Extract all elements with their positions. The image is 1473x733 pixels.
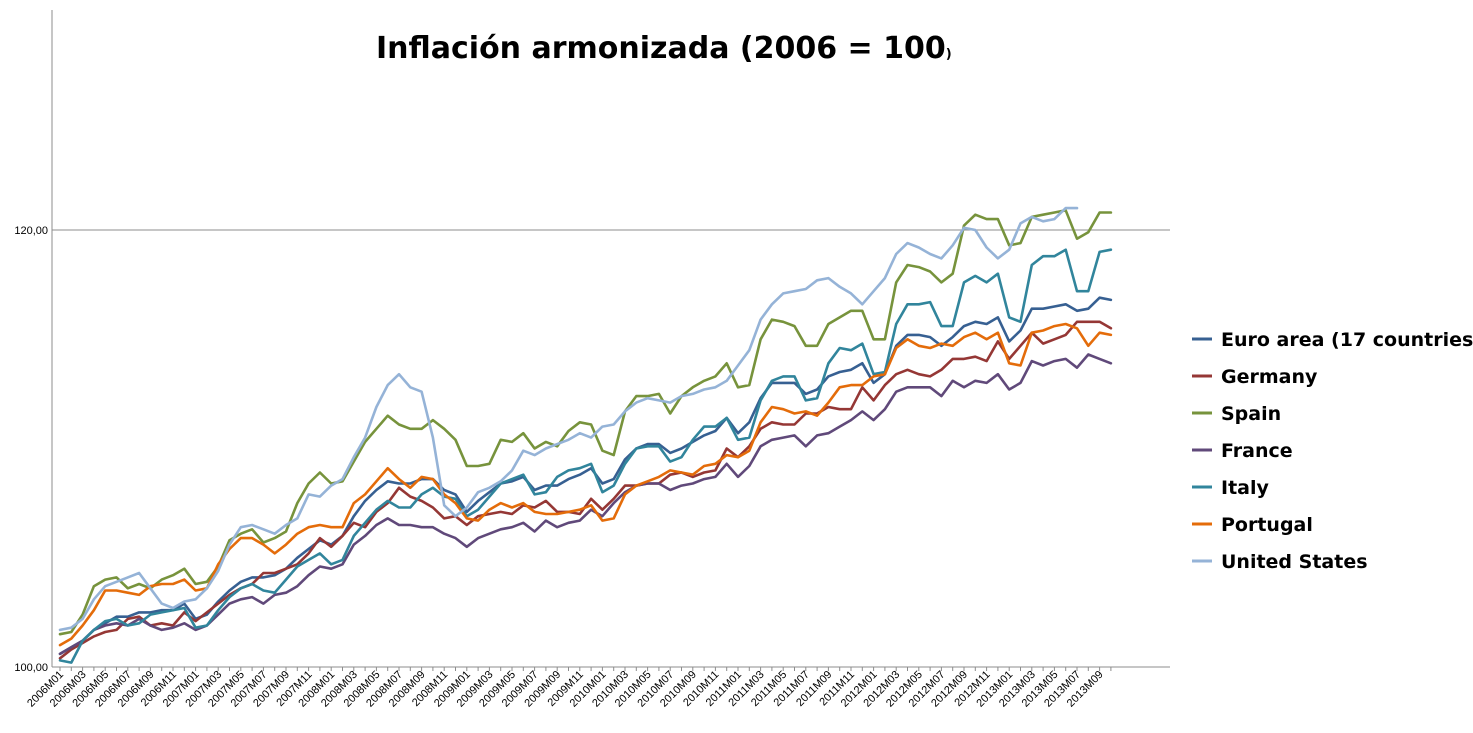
series-line-portugal: [58, 322, 1113, 647]
legend-item-portugal: Portugal: [1192, 514, 1313, 536]
series-line-united-states: [58, 206, 1079, 632]
chart-title-group: Inflación armonizada (2006 = 100): [376, 31, 952, 66]
y-tick-label: 120,00: [14, 225, 48, 237]
series-line-euro-area-17-countries: [58, 296, 1113, 656]
legend-item-germany: Germany: [1192, 366, 1318, 388]
legend: Euro area (17 countries) Germany Spain Fran…: [1192, 329, 1473, 573]
legend-item-euro-area-17-countries: Euro area (17 countries): [1192, 329, 1473, 351]
chart-title: Inflación armonizada (2006 = 100): [376, 31, 952, 66]
legend-item-italy: Italy: [1192, 477, 1269, 499]
legend-label: Spain: [1221, 403, 1281, 425]
series-lines: [58, 206, 1113, 664]
series-line-france: [58, 353, 1113, 656]
legend-label: Euro area (17 countries): [1221, 329, 1473, 351]
series-line-germany: [58, 320, 1113, 660]
series-line-italy: [58, 248, 1113, 664]
legend-label: Portugal: [1221, 514, 1313, 536]
y-tick-label: 100,00: [14, 662, 48, 674]
legend-label: Germany: [1221, 366, 1318, 388]
chart-title-main: Inflación armonizada (2006 = 100: [376, 31, 946, 66]
legend-label: France: [1221, 440, 1293, 462]
axes: 100,00120,002006M012006M032006M052006M07…: [14, 10, 1170, 710]
legend-label: United States: [1221, 551, 1368, 573]
legend-label: Italy: [1221, 477, 1269, 499]
chart-title-suffix: ): [946, 47, 952, 62]
legend-item-spain: Spain: [1192, 403, 1281, 425]
legend-item-united-states: United States: [1192, 551, 1368, 573]
legend-item-france: France: [1192, 440, 1293, 462]
